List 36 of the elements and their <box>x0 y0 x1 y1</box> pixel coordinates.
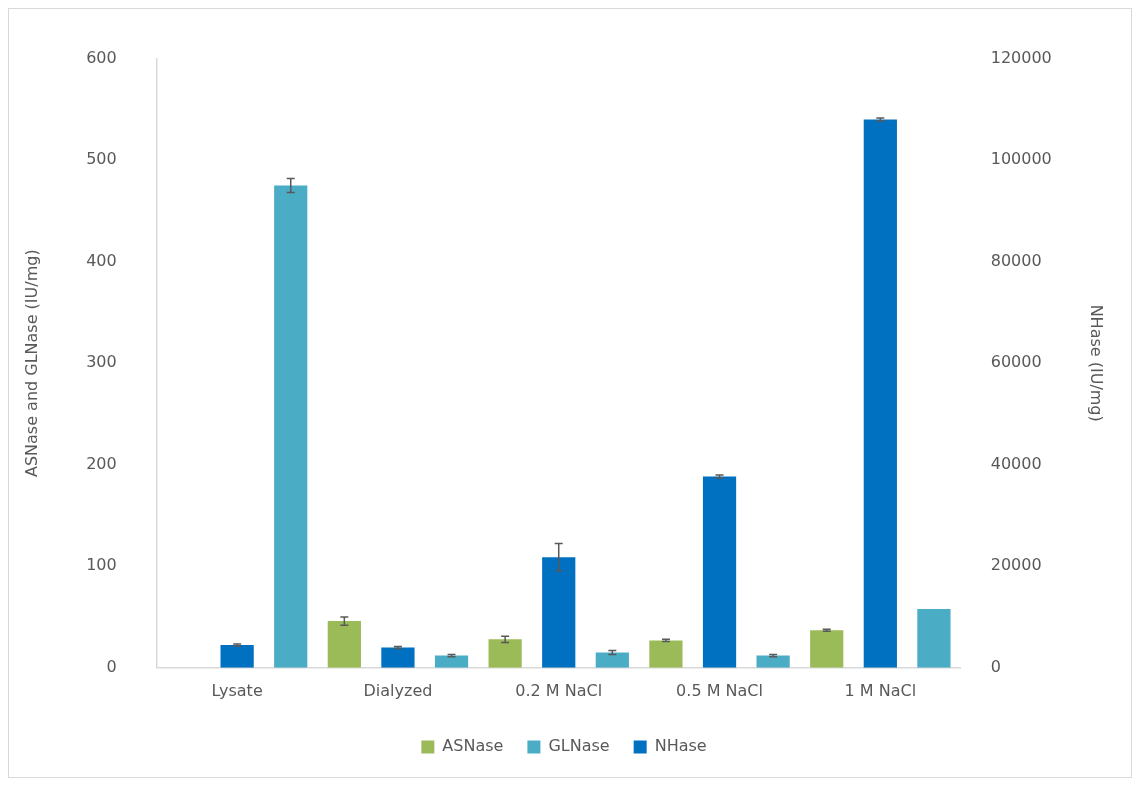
bar <box>542 557 576 668</box>
y-tick-label: 400 <box>86 250 117 270</box>
y2-tick-label: 20000 <box>990 555 1042 575</box>
y-tick-label: 500 <box>86 149 117 169</box>
bar <box>274 185 308 668</box>
x-tick-label: 0.2 M NaCl <box>515 680 603 700</box>
bar <box>327 621 361 668</box>
legend-label: GLNase <box>548 736 610 756</box>
y2-tick-label: 120000 <box>990 47 1052 67</box>
bar <box>220 644 254 668</box>
y2-tick-label: 0 <box>990 656 1001 676</box>
bar <box>381 647 415 668</box>
x-tick-label: Dialyzed <box>363 680 433 700</box>
bar <box>810 630 844 668</box>
bar <box>917 608 951 668</box>
y2-tick-label: 80000 <box>990 250 1042 270</box>
legend-label: ASNase <box>442 736 504 756</box>
y2-tick-label: 100000 <box>990 149 1052 169</box>
bar <box>595 652 629 668</box>
x-tick-label: 0.5 M NaCl <box>676 680 763 700</box>
x-tick-label: Lysate <box>211 680 263 700</box>
y2-tick-label: 40000 <box>990 453 1042 473</box>
legend-label: NHase <box>654 736 707 756</box>
y-tick-label: 600 <box>86 47 117 67</box>
y2-tick-label: 60000 <box>990 352 1042 372</box>
y-tick-label: 100 <box>86 555 117 575</box>
y2-axis-title: NHase (IU/mg) <box>1087 304 1107 422</box>
bar <box>702 476 737 668</box>
x-tick-label: 1 M NaCl <box>844 680 917 700</box>
bar <box>488 639 522 668</box>
bar <box>863 119 897 668</box>
y-tick-label: 0 <box>106 656 117 676</box>
bar <box>649 640 683 668</box>
y-tick-label: 300 <box>86 352 117 372</box>
y-tick-label: 200 <box>86 453 117 473</box>
y-axis-title: ASNase and GLNase (IU/mg) <box>21 249 41 478</box>
